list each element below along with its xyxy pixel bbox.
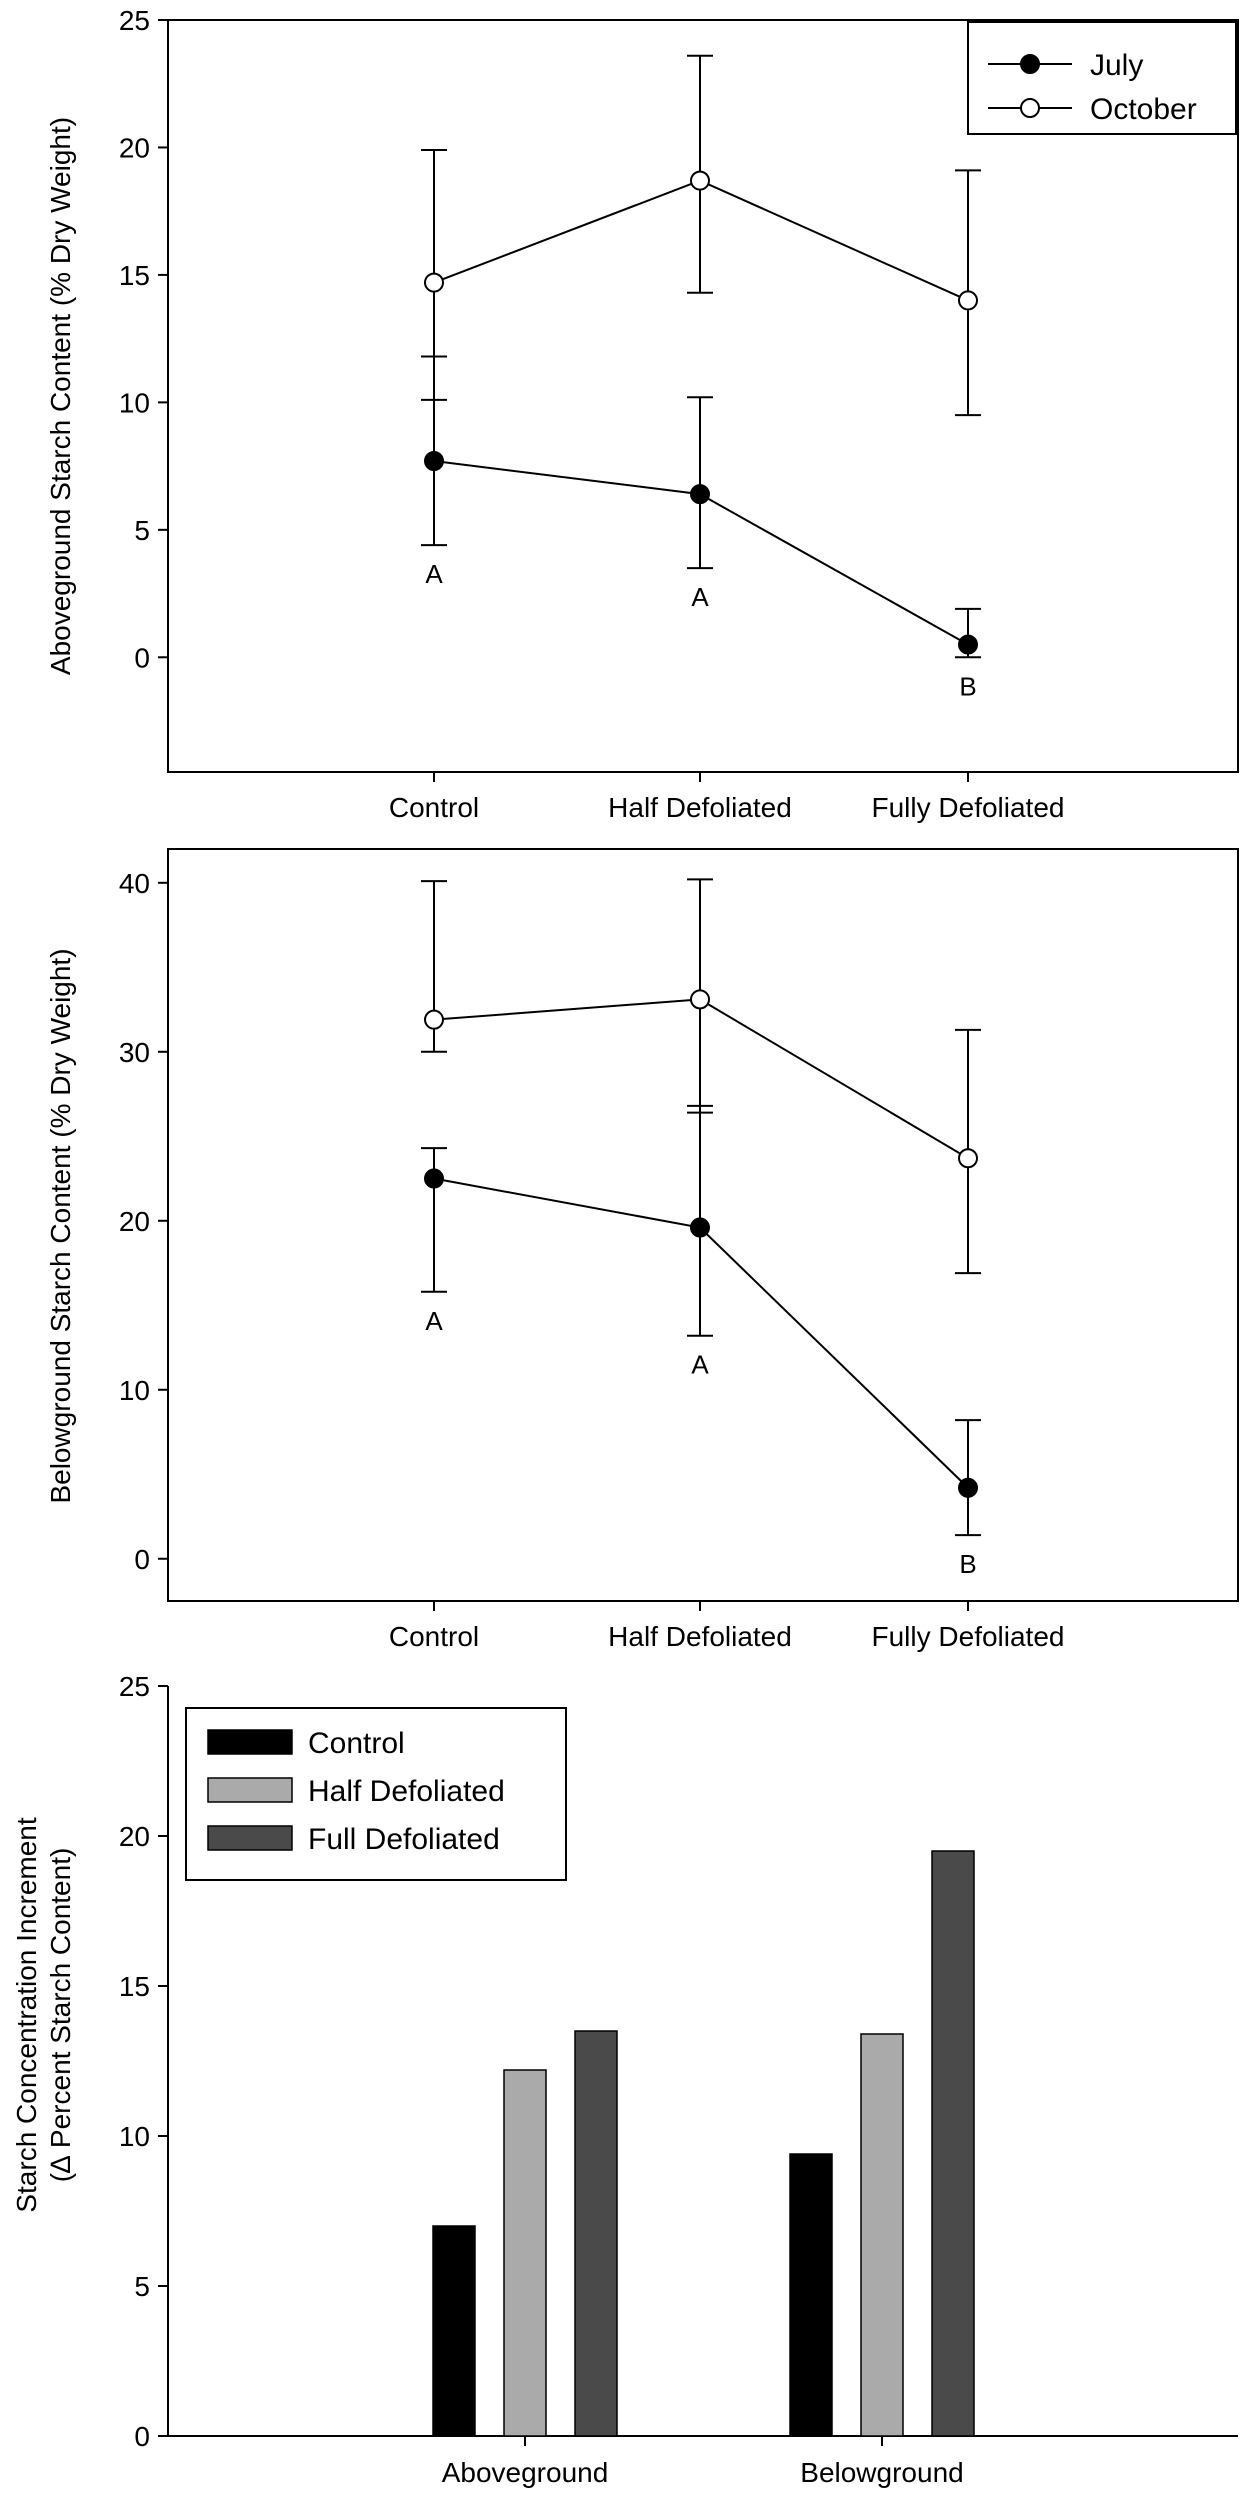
legend-swatch-full-defoliated xyxy=(207,1825,293,1851)
y-tick-label: 30 xyxy=(119,1037,150,1068)
significance-letter: B xyxy=(959,671,976,701)
bar-marks xyxy=(432,1850,975,2437)
bar-half-defoliated-aboveground xyxy=(503,2069,547,2437)
x-tick-label-half-defoliated: Half Defoliated xyxy=(608,1621,792,1652)
y-tick-label: 15 xyxy=(119,1971,150,2002)
y-tick-label: 10 xyxy=(119,387,150,418)
x-tick-label-control: Control xyxy=(389,792,479,823)
data-point-july xyxy=(958,1477,978,1498)
plot-frame xyxy=(167,19,1239,773)
y-tick-label: 20 xyxy=(119,132,150,163)
y-axis-label: Belowground Starch Content (% Dry Weight… xyxy=(45,948,76,1503)
significance-letter: A xyxy=(425,559,443,589)
legend-swatch-control xyxy=(207,1729,293,1755)
legend-label-half-defoliated: Half Defoliated xyxy=(308,1775,505,1808)
y-tick-label: 0 xyxy=(134,2421,150,2452)
data-point-october xyxy=(690,989,710,1010)
x-tick-label-control: Control xyxy=(389,1621,479,1652)
legend: July October xyxy=(967,21,1237,135)
data-point-july xyxy=(424,1168,444,1189)
x-tick-label-belowground: Belowground xyxy=(800,2457,963,2488)
data-point-october xyxy=(958,1148,978,1169)
legend: Control Half Defoliated Full Defoliated xyxy=(185,1707,567,1881)
data-point-october xyxy=(958,290,978,311)
data-point-july xyxy=(424,451,444,472)
legend-label-july: July xyxy=(1090,49,1143,82)
data-point-october xyxy=(424,272,444,293)
y-tick-label: 10 xyxy=(119,1375,150,1406)
y-tick-label: 40 xyxy=(119,868,150,899)
legend-swatch-half-defoliated xyxy=(207,1777,293,1803)
y-tick-label: 0 xyxy=(134,1544,150,1575)
y-tick-label: 20 xyxy=(119,1821,150,1852)
bar-control-aboveground xyxy=(432,2225,476,2437)
significance-letter: A xyxy=(691,1350,709,1380)
x-axis-ticks: Aboveground Belowground xyxy=(442,2436,964,2488)
x-axis-ticks: Control Half Defoliated Fully Defoliated xyxy=(389,1601,1065,1652)
starch-increment-bar-chart: 0 5 10 15 20 25 Aboveground Belowground Starch… xyxy=(11,1671,1238,2488)
y-tick-label: 20 xyxy=(119,1206,150,1237)
bar-half-defoliated-belowground xyxy=(860,2033,904,2437)
legend-label-october: October xyxy=(1090,93,1197,126)
significance-letter: A xyxy=(425,1306,443,1336)
y-tick-label: 15 xyxy=(119,260,150,291)
data-point-july xyxy=(690,1217,710,1238)
significance-letter: B xyxy=(959,1549,976,1579)
x-tick-label-half-defoliated: Half Defoliated xyxy=(608,792,792,823)
series-marks: A A B xyxy=(421,54,981,701)
y-axis-ticks: 0 5 10 15 20 25 xyxy=(119,1671,168,2452)
y-axis-label-line-1: Starch Concentration Increment xyxy=(11,1817,42,2213)
aboveground-starch-chart: 0 5 10 15 20 25 Control Half Defoliated Fully D… xyxy=(45,5,1239,823)
y-axis-ticks: 0 5 10 15 20 25 xyxy=(119,5,168,673)
data-point-october xyxy=(690,170,710,191)
y-axis-label-line-2: (∆ Percent Starch Content) xyxy=(45,1848,76,2183)
belowground-starch-chart: 0 10 20 30 40 Control Half Defoliated Fully De… xyxy=(45,848,1239,1652)
bar-control-belowground xyxy=(789,2153,833,2437)
significance-letter: A xyxy=(691,582,709,612)
legend-marker-july xyxy=(1020,54,1040,74)
data-point-october xyxy=(424,1009,444,1030)
y-tick-label: 5 xyxy=(134,2271,150,2302)
legend-marker-october xyxy=(1020,98,1040,118)
y-tick-label: 25 xyxy=(119,1671,150,1702)
x-tick-label-aboveground: Aboveground xyxy=(442,2457,609,2488)
data-point-july xyxy=(690,484,710,505)
y-tick-label: 25 xyxy=(119,5,150,36)
x-axis-ticks: Control Half Defoliated Fully Defoliated xyxy=(389,772,1065,823)
x-tick-label-fully-defoliated: Fully Defoliated xyxy=(872,792,1065,823)
y-tick-label: 5 xyxy=(134,515,150,546)
y-tick-label: 10 xyxy=(119,2121,150,2152)
x-tick-label-fully-defoliated: Fully Defoliated xyxy=(872,1621,1065,1652)
legend-box xyxy=(967,21,1237,135)
plot-frame xyxy=(167,848,1239,1602)
y-axis-ticks: 0 10 20 30 40 xyxy=(119,868,168,1575)
bar-full-defoliated-aboveground xyxy=(574,2030,618,2437)
series-marks: A A B xyxy=(421,878,981,1579)
y-tick-label: 0 xyxy=(134,642,150,673)
bar-full-defoliated-belowground xyxy=(931,1850,975,2437)
legend-label-full-defoliated: Full Defoliated xyxy=(308,1823,500,1856)
y-axis-label: Aboveground Starch Content (% Dry Weight… xyxy=(45,117,76,675)
data-point-july xyxy=(958,634,978,655)
legend-label-control: Control xyxy=(308,1727,405,1760)
